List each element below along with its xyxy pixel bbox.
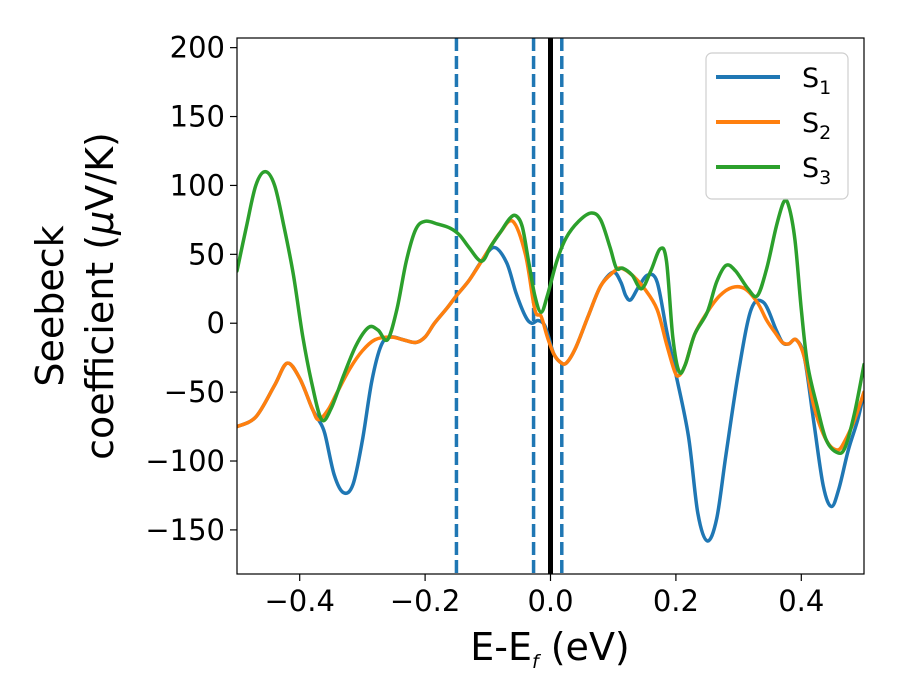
legend: S1 S2 S3 [705,52,849,200]
y-tick-label: 150 [170,100,225,134]
legend-label-s3: S3 [802,153,831,189]
y-axis-label-line1: Seebeck [28,225,72,386]
y-tick-label: −150 [145,513,225,547]
x-axis: −0.4 −0.2 0.0 0.2 0.4 [264,574,824,618]
x-tick-label: 0.4 [778,584,824,618]
y-axis: −150 −100 −50 0 50 100 150 200 [145,31,237,547]
series-layer [237,169,864,543]
x-tick-label: 0.0 [527,584,573,618]
series-line-s3 [237,169,864,456]
y-tick-label: 200 [170,31,225,65]
x-tick-label: −0.2 [390,584,460,618]
y-tick-label: 0 [207,306,225,340]
y-tick-label: −50 [164,375,225,409]
y-tick-label: 100 [170,168,225,202]
series-line-s2 [237,218,864,452]
x-tick-label: 0.2 [653,584,699,618]
y-tick-label: 50 [188,237,225,271]
x-axis-label: E-Ef (eV) [470,625,630,673]
y-axis-label-line2: coefficient (μV/K) [78,132,122,460]
legend-box [705,52,849,200]
legend-label-s1: S1 [802,63,831,99]
y-tick-label: −100 [145,444,225,478]
legend-label-s2: S2 [802,108,831,144]
reference-lines [454,38,564,574]
x-tick-label: −0.4 [264,584,334,618]
